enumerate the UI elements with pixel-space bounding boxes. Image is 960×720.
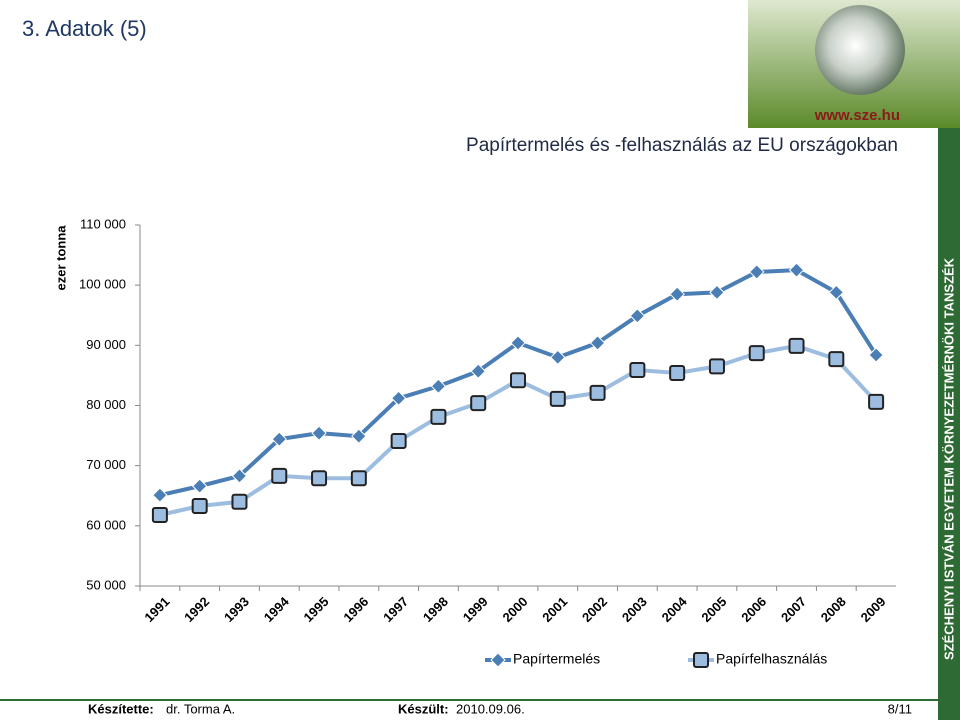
data-point — [549, 390, 566, 407]
y-tick-label: 90 000 — [86, 337, 126, 352]
chart-title: Papírtermelés és -felhasználás az EU ors… — [466, 135, 898, 156]
x-tick-label: 2007 — [778, 594, 809, 625]
x-tick-label: 2008 — [818, 594, 849, 625]
x-tick-label: 1998 — [420, 594, 451, 625]
x-tick-label: 2006 — [738, 594, 769, 625]
data-point — [430, 408, 447, 425]
data-point — [390, 432, 407, 449]
x-tick-label: 2002 — [579, 594, 610, 625]
data-point — [669, 365, 686, 382]
x-tick-label: 2004 — [659, 593, 691, 625]
x-tick-label: 2000 — [499, 594, 530, 625]
x-tick-label: 1997 — [380, 594, 411, 625]
data-point — [669, 286, 685, 302]
footer-date-label: Készült: — [398, 701, 449, 716]
footer-author: dr. Torma A. — [166, 701, 235, 716]
x-tick-label: 1994 — [261, 593, 293, 625]
data-point — [748, 345, 765, 362]
data-point — [271, 467, 288, 484]
data-point — [510, 335, 526, 351]
y-tick-label: 110 000 — [80, 216, 126, 231]
data-point — [828, 351, 845, 368]
x-tick-label: 1995 — [301, 594, 332, 625]
data-point — [589, 384, 606, 401]
x-tick-label: 2003 — [619, 594, 650, 625]
footer-author-label: Készítette: — [88, 701, 154, 716]
y-tick-label: 50 000 — [86, 577, 126, 592]
x-tick-label: 1999 — [460, 594, 491, 625]
globe — [815, 5, 905, 95]
series-line — [159, 343, 878, 517]
footer-date: 2010.09.06. — [456, 701, 525, 716]
data-point — [788, 337, 805, 354]
x-tick-label: 1991 — [141, 594, 172, 625]
y-tick-label: 70 000 — [86, 457, 126, 472]
data-point — [152, 487, 168, 503]
data-point — [191, 478, 208, 494]
side-bar — [938, 128, 960, 720]
x-tick-label: 2009 — [858, 594, 889, 625]
data-point — [470, 363, 486, 379]
side-text: SZÉCHENYI ISTVÁN EGYETEM KÖRNYEZETMÉRNÖK… — [941, 257, 956, 660]
x-tick-label: 2001 — [539, 594, 570, 625]
data-point — [629, 362, 646, 379]
data-point — [151, 507, 168, 524]
data-point — [390, 390, 407, 406]
footer-page: 8/11 — [888, 701, 912, 716]
x-tick-label: 1996 — [340, 594, 371, 625]
legend-marker — [490, 652, 506, 668]
data-point — [510, 372, 526, 389]
data-point — [430, 378, 447, 394]
data-point — [828, 284, 845, 301]
data-point — [708, 358, 725, 375]
legend-marker — [693, 652, 709, 668]
y-tick-label: 80 000 — [86, 397, 126, 412]
data-point — [351, 428, 367, 444]
data-point — [709, 284, 725, 301]
data-point — [749, 264, 765, 280]
data-point — [231, 493, 248, 510]
y-axis-label: ezer tonna — [53, 225, 68, 291]
data-point — [788, 262, 805, 278]
y-tick-label: 100 000 — [79, 277, 126, 292]
data-point — [191, 497, 208, 514]
data-point — [868, 393, 885, 410]
url: www.sze.hu — [814, 107, 900, 124]
data-point — [350, 470, 367, 487]
data-point — [271, 431, 287, 447]
data-point — [231, 468, 248, 484]
data-point — [311, 470, 328, 487]
y-tick-label: 60 000 — [86, 517, 126, 532]
data-point — [629, 308, 646, 324]
data-point — [470, 395, 487, 412]
data-point — [311, 425, 327, 441]
data-point — [589, 335, 606, 351]
legend-label: Papírfelhasználás — [716, 651, 827, 667]
data-point — [550, 349, 566, 366]
legend-label: Papírtermelés — [513, 651, 600, 667]
slide-heading: 3. Adatok (5) — [22, 16, 147, 41]
x-tick-label: 1993 — [221, 594, 252, 625]
data-point — [868, 347, 884, 363]
x-tick-label: 2005 — [698, 594, 729, 625]
x-tick-label: 1992 — [181, 594, 212, 625]
